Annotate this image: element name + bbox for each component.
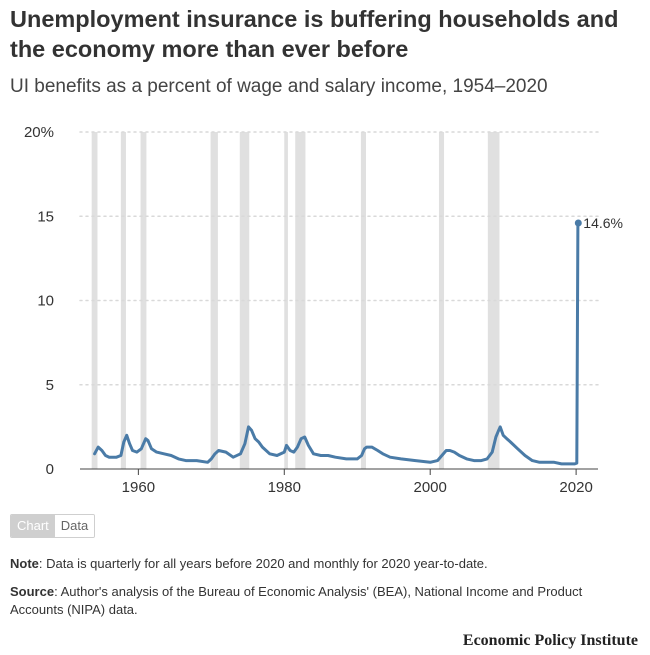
line-chart: 0 5 10 15 20% 1960 1980 2000 2020 14.6% <box>24 124 623 496</box>
y-tick-label: 10 <box>37 293 54 310</box>
source-label: Source <box>10 584 55 599</box>
y-tick-label: 15 <box>37 208 54 225</box>
source-body: : Author's analysis of the Bureau of Eco… <box>10 584 583 617</box>
labels: 0 5 10 15 20% 1960 1980 2000 2020 14.6% <box>24 124 623 496</box>
x-tick-label: 2000 <box>414 479 447 496</box>
x-tick-label: 2020 <box>559 479 592 496</box>
note-body: : Data is quarterly for all years before… <box>38 556 488 571</box>
x-tick-label: 1960 <box>122 479 155 496</box>
gridlines <box>79 131 599 386</box>
end-point-marker <box>574 219 582 227</box>
note-label: Note <box>10 556 39 571</box>
recession-band <box>140 132 147 469</box>
y-tick-label: 20% <box>24 124 54 141</box>
end-value-label: 14.6% <box>583 215 623 231</box>
x-tick-label: 1980 <box>268 479 301 496</box>
chart-data-toggle[interactable]: Chart Data <box>10 514 96 538</box>
recession-band <box>295 132 306 469</box>
chart-subtitle: UI benefits as a percent of wage and sal… <box>10 76 548 97</box>
y-tick-label: 0 <box>46 461 54 478</box>
axes <box>80 468 598 475</box>
publisher-logo: Economic Policy Institute <box>462 632 638 649</box>
series-layer <box>93 219 582 466</box>
note-text: Note: Data is quarterly for all years be… <box>10 555 640 573</box>
chart-tab[interactable]: Chart <box>11 515 55 537</box>
chart-title: Unemployment insurance is buffering hous… <box>10 6 619 62</box>
y-tick-label: 5 <box>46 377 54 394</box>
source-text: Source: Author's analysis of the Bureau … <box>10 583 625 619</box>
data-tab[interactable]: Data <box>54 515 95 537</box>
series-line <box>93 221 580 466</box>
